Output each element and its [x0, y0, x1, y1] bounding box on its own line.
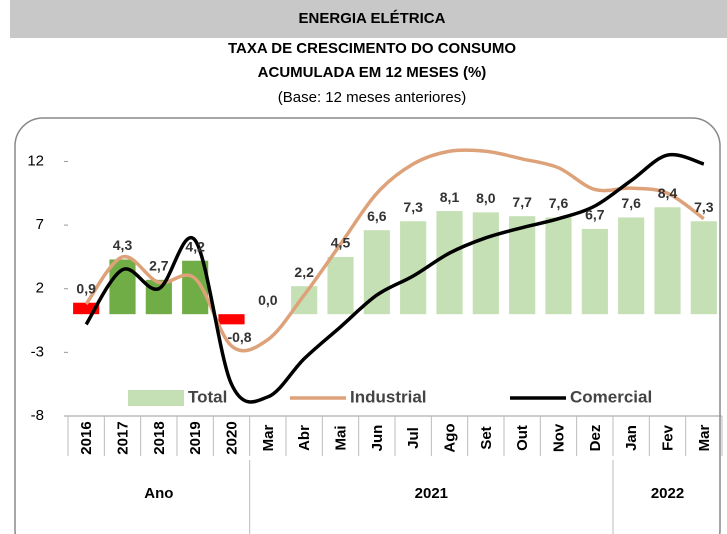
- data-label: 4,5: [331, 235, 351, 251]
- data-label: 6,7: [585, 207, 605, 223]
- legend-label: Total: [188, 387, 227, 406]
- chart-subtitle: ACUMULADA EM 12 MESES (%): [258, 64, 487, 81]
- bar: [436, 211, 463, 315]
- chart-frame: [14, 117, 721, 534]
- x-tick-label: 2018: [151, 421, 168, 454]
- x-tick-label: Jul: [405, 427, 422, 449]
- data-label: 2,7: [149, 258, 169, 274]
- bar: [109, 259, 136, 315]
- x-tick-label: Fev: [659, 424, 676, 451]
- data-label: 8,0: [476, 190, 496, 206]
- x-tick-label: Set: [478, 426, 495, 449]
- data-label: 7,6: [621, 195, 641, 211]
- legend-label: Comercial: [570, 387, 652, 406]
- x-tick-label: Mai: [332, 425, 349, 450]
- y-tick-label: 7: [36, 216, 44, 233]
- x-tick-label: Mar: [696, 425, 713, 452]
- data-label: 7,3: [694, 199, 714, 215]
- data-label: 0,0: [258, 292, 278, 308]
- line-series: [84, 152, 705, 404]
- bar: [73, 302, 100, 315]
- bar: [581, 228, 608, 315]
- x-tick-label: 2020: [223, 421, 240, 454]
- y-tick-label: 12: [27, 152, 44, 169]
- data-label: 2,2: [294, 264, 314, 280]
- bar: [654, 207, 681, 315]
- x-tick-label: 2016: [78, 421, 95, 454]
- bar: [472, 212, 499, 315]
- data-label: 8,4: [658, 185, 678, 201]
- y-tick-label: 2: [36, 280, 44, 297]
- legend-swatch: [128, 390, 184, 406]
- bar: [327, 256, 354, 315]
- y-tick-label: -8: [31, 407, 44, 424]
- x-tick-label: Dez: [587, 425, 604, 452]
- x-tick-label: Ago: [441, 423, 458, 452]
- chart-note: (Base: 12 meses anteriores): [278, 89, 466, 106]
- bar: [690, 221, 717, 315]
- x-tick-label: 2019: [187, 421, 204, 454]
- chart-title: ENERGIA ELÉTRICA: [299, 10, 446, 27]
- y-tick-label: -3: [31, 343, 44, 360]
- bar: [618, 217, 645, 315]
- x-tick-label: 2017: [114, 421, 131, 454]
- data-label: 6,6: [367, 208, 387, 224]
- data-label: 4,3: [113, 237, 133, 253]
- bar: [509, 216, 536, 315]
- bar: [400, 221, 427, 315]
- header-band: [10, 0, 727, 38]
- data-label: 0,9: [76, 280, 96, 296]
- bar: [218, 314, 245, 325]
- x-tick-label: Jan: [623, 425, 640, 451]
- group-label: Ano: [144, 485, 173, 502]
- chart-subtitle: TAXA DE CRESCIMENTO DO CONSUMO: [228, 40, 516, 57]
- x-tick-label: Jun: [369, 425, 386, 452]
- x-tick-label: Mar: [260, 425, 277, 452]
- legend-label: Industrial: [350, 387, 427, 406]
- data-label: 7,3: [403, 199, 423, 215]
- group-label: 2021: [415, 485, 448, 502]
- data-label: 7,6: [549, 195, 569, 211]
- x-tick-label: Out: [514, 425, 531, 451]
- line-series: [84, 148, 705, 353]
- data-label: 7,7: [512, 194, 532, 210]
- data-label: 4,2: [185, 238, 205, 254]
- group-label: 2022: [651, 485, 684, 502]
- data-label: 8,1: [440, 189, 460, 205]
- x-tick-label: Abr: [296, 425, 313, 451]
- bar: [545, 217, 572, 315]
- x-tick-label: Nov: [550, 423, 567, 452]
- data-label: -0,8: [227, 329, 251, 345]
